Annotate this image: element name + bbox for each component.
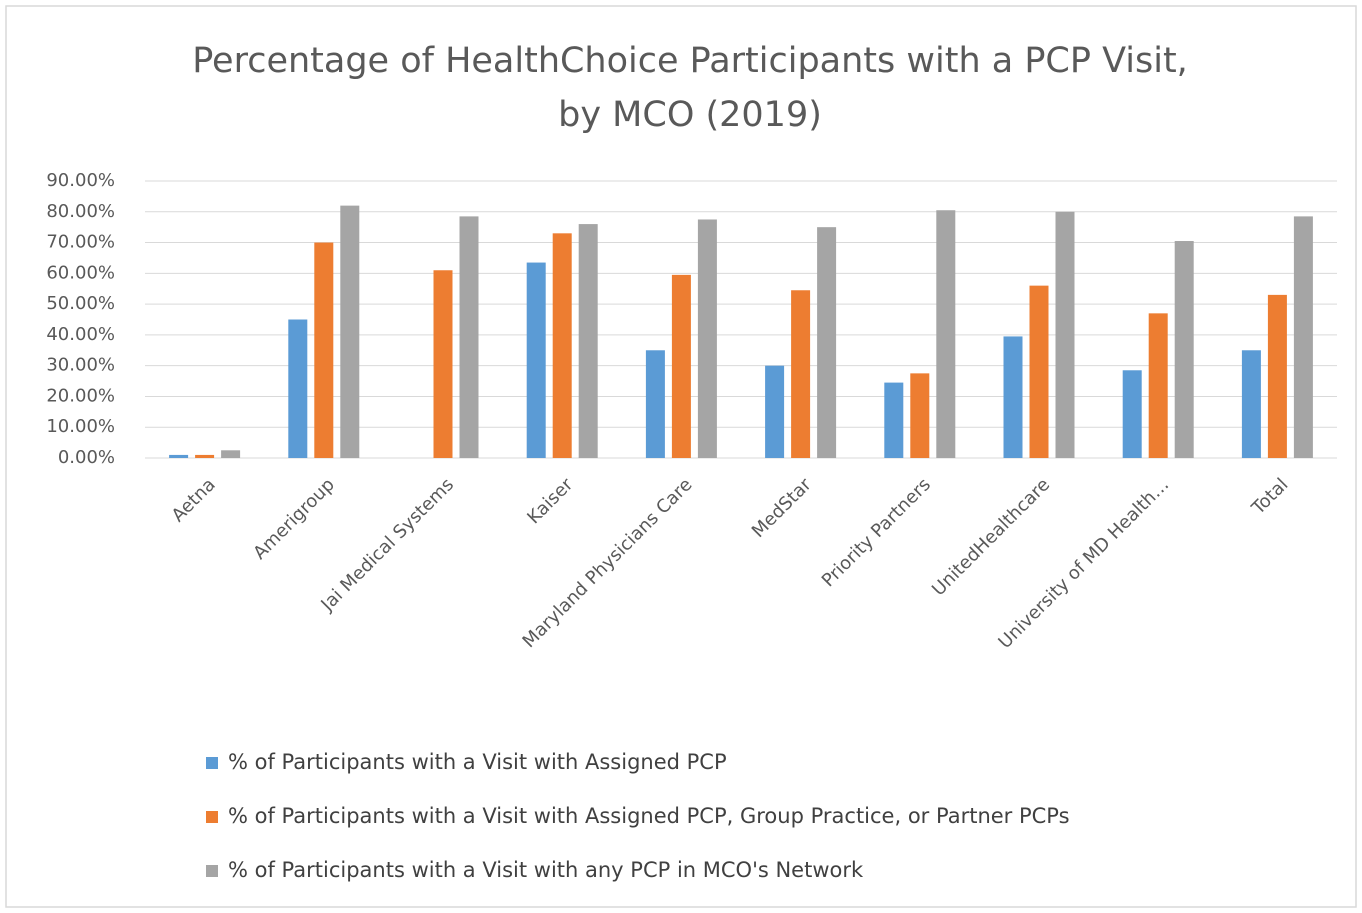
- bar: [526, 262, 546, 458]
- bar: [459, 216, 479, 458]
- y-tick-label: 80.00%: [46, 201, 115, 222]
- bar: [221, 450, 241, 458]
- bar: [1267, 294, 1287, 458]
- bar: [288, 319, 308, 458]
- bar: [1241, 350, 1261, 458]
- bar: [340, 205, 360, 458]
- y-tick-label: 50.00%: [46, 293, 115, 314]
- legend-swatch: [206, 757, 218, 769]
- bar: [552, 233, 572, 458]
- bar: [765, 365, 785, 458]
- legend-swatch: [206, 865, 218, 877]
- bar: [1003, 336, 1023, 458]
- y-tick-label: 20.00%: [46, 385, 115, 406]
- bar: [645, 350, 665, 458]
- bar: [1029, 285, 1049, 458]
- bar: [1174, 241, 1194, 458]
- bar: [910, 373, 930, 458]
- bar: [884, 382, 904, 458]
- legend-label: % of Participants with a Visit with Assi…: [228, 750, 727, 774]
- y-tick-label: 70.00%: [46, 232, 115, 253]
- y-tick-label: 40.00%: [46, 324, 115, 345]
- y-tick-label: 10.00%: [46, 416, 115, 437]
- legend-label: % of Participants with a Visit with Assi…: [228, 804, 1070, 828]
- y-tick-label: 0.00%: [58, 447, 115, 468]
- bar: [1293, 216, 1313, 458]
- bar: [433, 270, 453, 458]
- legend-label: % of Participants with a Visit with any …: [228, 858, 864, 882]
- bar: [1055, 211, 1075, 458]
- bar: [195, 454, 215, 458]
- bar: [936, 210, 956, 458]
- chart-title: Percentage of HealthChoice Participants …: [192, 41, 1188, 81]
- bar: [791, 290, 811, 458]
- y-tick-label: 60.00%: [46, 262, 115, 283]
- chart-title: by MCO (2019): [558, 95, 822, 135]
- bar: [1148, 313, 1168, 458]
- bar: [671, 274, 691, 458]
- bar: [697, 219, 717, 458]
- y-tick-label: 90.00%: [46, 170, 115, 191]
- y-tick-label: 30.00%: [46, 355, 115, 376]
- bar: [169, 454, 189, 458]
- bar: [1122, 370, 1142, 458]
- bar: [817, 227, 837, 458]
- bar: [578, 224, 598, 458]
- bar: [314, 242, 334, 458]
- legend-swatch: [206, 811, 218, 823]
